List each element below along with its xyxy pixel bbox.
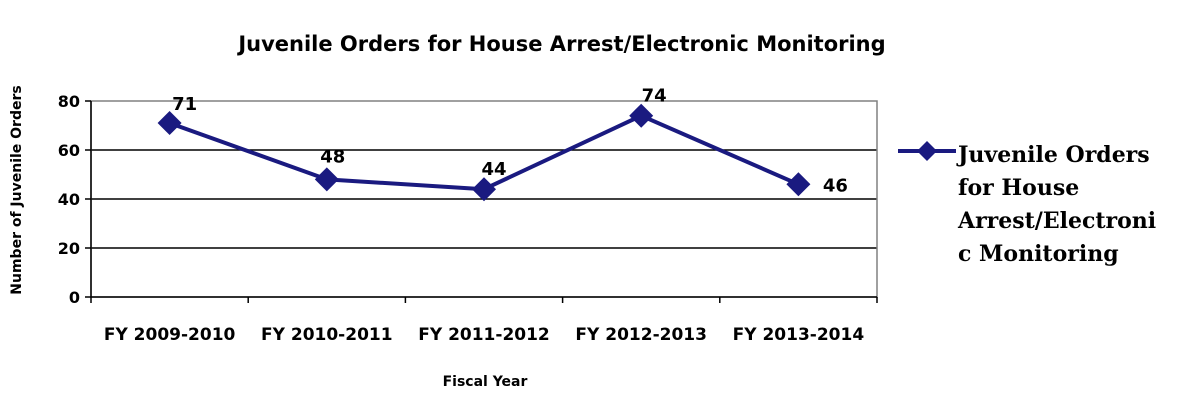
data-label-2: 44 [481, 159, 506, 180]
data-point-4 [786, 172, 811, 197]
legend-label-line-2: Arrest/Electroni [957, 208, 1156, 234]
data-point-3 [629, 103, 654, 128]
y-tick-label-20: 20 [58, 239, 80, 258]
y-tick-label-0: 0 [69, 288, 80, 307]
data-point-1 [314, 167, 339, 192]
data-label-1: 48 [320, 146, 345, 167]
legend-label-line-1: for House [958, 175, 1079, 201]
data-label-4: 46 [823, 175, 848, 196]
y-tick-label-60: 60 [58, 141, 80, 160]
x-tick-label-1: FY 2010-2011 [261, 325, 393, 345]
data-label-3: 74 [642, 86, 667, 107]
x-tick-label-0: FY 2009-2010 [104, 325, 236, 345]
legend: Juvenile Orders for House Arrest/Electroni… [898, 141, 1156, 267]
legend-label-line-0: Juvenile Orders [956, 142, 1150, 168]
data-point-0 [157, 111, 182, 136]
y-axis-title: Number of Juvenile Orders [9, 85, 25, 294]
axes [85, 100, 878, 303]
legend-label-line-3: c Monitoring [958, 241, 1119, 267]
legend-marker [917, 141, 937, 161]
y-tick-labels: 0 20 40 60 80 [58, 92, 80, 307]
x-tick-labels: FY 2009-2010 FY 2010-2011 FY 2011-2012 FY 2… [104, 325, 864, 345]
data-labels: 71 48 44 74 46 [172, 86, 848, 197]
y-tick-label-80: 80 [58, 92, 80, 111]
x-tick-label-3: FY 2012-2013 [575, 325, 707, 345]
data-label-0: 71 [172, 94, 197, 115]
data-point-2 [472, 177, 496, 202]
x-axis-title: Fiscal Year [443, 374, 528, 390]
y-tick-label-40: 40 [58, 190, 80, 209]
chart-title: Juvenile Orders for House Arrest/Electro… [236, 32, 885, 56]
x-tick-label-2: FY 2011-2012 [418, 325, 550, 345]
x-tick-label-4: FY 2013-2014 [733, 325, 865, 345]
series-group [157, 103, 811, 202]
